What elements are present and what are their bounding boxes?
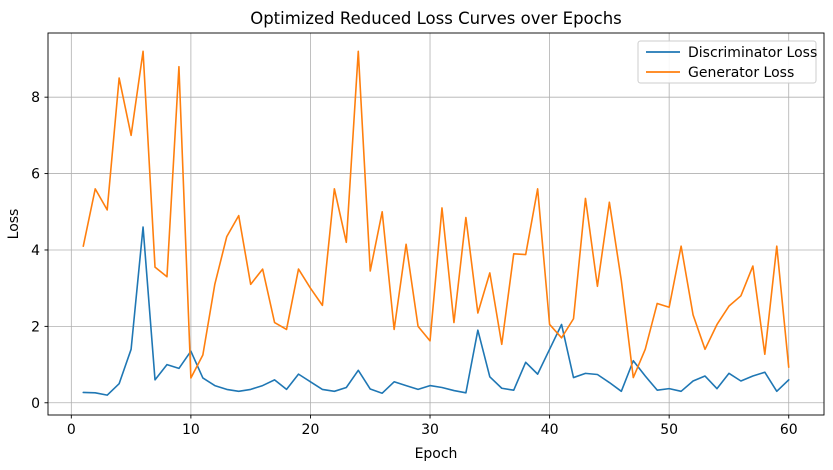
legend-label-discriminator-loss: Discriminator Loss bbox=[688, 45, 817, 61]
axis-ticks: 0 10 20 30 40 50 60 0 2 4 6 8 bbox=[31, 90, 798, 438]
x-tick-label: 40 bbox=[541, 422, 559, 438]
y-tick-label: 6 bbox=[31, 167, 40, 183]
legend-box bbox=[637, 40, 817, 84]
y-tick-label: 4 bbox=[31, 243, 40, 259]
x-tick-label: 30 bbox=[421, 422, 439, 438]
y-tick-label: 2 bbox=[31, 319, 40, 335]
x-tick-label: 10 bbox=[182, 422, 200, 438]
legend-label-generator-loss: Generator Loss bbox=[688, 65, 794, 81]
x-tick-label: 0 bbox=[67, 422, 76, 438]
x-tick-label: 60 bbox=[780, 422, 798, 438]
legend: Discriminator Loss Generator Loss bbox=[637, 40, 817, 84]
y-axis-label: Loss bbox=[6, 209, 22, 240]
y-tick-label: 8 bbox=[31, 90, 40, 106]
series-line-discriminator-loss bbox=[82, 226, 790, 396]
x-axis-label: Epoch bbox=[415, 446, 458, 462]
y-tick-label: 0 bbox=[31, 396, 40, 412]
x-tick-label: 20 bbox=[302, 422, 320, 438]
gridlines bbox=[48, 33, 824, 415]
plot-frame bbox=[47, 32, 825, 416]
series-lines bbox=[82, 50, 790, 396]
chart-title: Optimized Reduced Loss Curves over Epoch… bbox=[250, 9, 622, 28]
series-line-generator-loss bbox=[82, 50, 790, 379]
x-tick-label: 50 bbox=[660, 422, 678, 438]
